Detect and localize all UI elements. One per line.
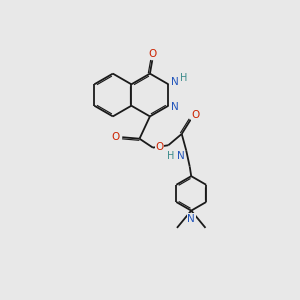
- Text: O: O: [155, 142, 164, 152]
- Text: H: H: [180, 74, 188, 83]
- Text: H: H: [167, 151, 174, 160]
- Text: O: O: [192, 110, 200, 120]
- Text: N: N: [171, 102, 179, 112]
- Text: O: O: [149, 49, 157, 59]
- Text: N: N: [171, 77, 179, 87]
- Text: O: O: [112, 132, 120, 142]
- Text: N: N: [177, 151, 185, 160]
- Text: N: N: [188, 214, 195, 224]
